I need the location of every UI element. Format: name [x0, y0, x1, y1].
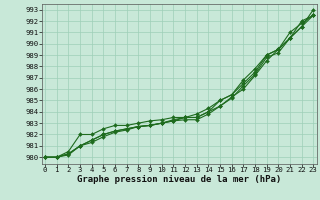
X-axis label: Graphe pression niveau de la mer (hPa): Graphe pression niveau de la mer (hPa) — [77, 175, 281, 184]
